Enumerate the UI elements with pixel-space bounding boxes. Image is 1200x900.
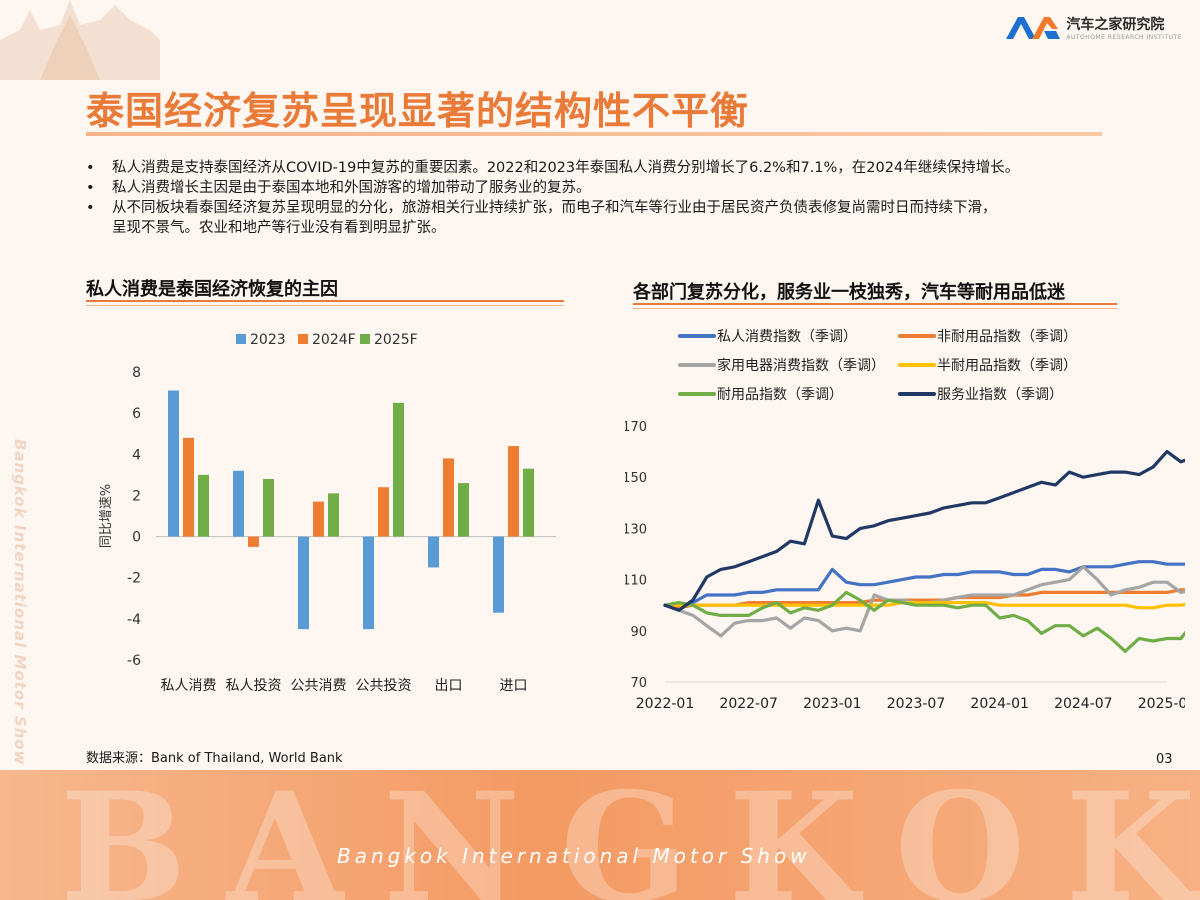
x-tick-label: 2024-01	[970, 696, 1029, 712]
bar	[233, 470, 244, 537]
legend-label: 私人消费指数（季调）	[717, 329, 857, 345]
legend-swatch	[360, 334, 370, 344]
temple-decoration	[0, 0, 160, 80]
legend-label: 服务业指数（季调）	[937, 387, 1063, 403]
data-source: 数据来源：Bank of Thailand, World Bank	[86, 751, 343, 766]
bar	[428, 536, 439, 568]
x-tick-label: 2023-01	[803, 696, 862, 712]
legend-swatch	[236, 334, 246, 344]
bar	[393, 402, 404, 537]
left-section-rule-thin	[86, 305, 564, 306]
x-tick-label: 2024-07	[1054, 696, 1113, 712]
y-tick-label: -6	[127, 653, 141, 669]
brand-logo: 汽车之家研究院 AUTOHOME RESEARCH INSTITUTE	[1004, 14, 1182, 41]
series-line	[663, 590, 1185, 653]
y-tick-label: -2	[127, 571, 141, 587]
bar	[363, 536, 374, 630]
bar	[523, 468, 534, 537]
legend-label: 半耐用品指数（季调）	[937, 358, 1077, 374]
bar	[263, 478, 274, 537]
y-tick-label: 2	[132, 488, 141, 504]
y-tick-label: 110	[625, 574, 647, 589]
y-tick-label: 4	[132, 447, 141, 463]
bullet-continuation: 呈现不景气。农业和地产等行业没有看到明显扩张。	[112, 220, 446, 236]
bar	[183, 437, 194, 537]
bar	[443, 458, 454, 537]
x-tick-label: 2022-01	[636, 696, 695, 712]
legend-swatch	[298, 334, 308, 344]
logo-text: 汽车之家研究院	[1066, 17, 1165, 33]
x-tick-label: 2022-07	[719, 696, 778, 712]
right-section-rule-thin	[633, 308, 1117, 309]
bullet-item: 从不同板块看泰国经济复苏呈现明显的分化，旅游相关行业持续扩张，而电子和汽车等行业…	[86, 198, 1166, 218]
bar	[378, 487, 389, 537]
legend-label: 2024F	[312, 332, 356, 348]
legend-label: 家用电器消费指数（季调）	[717, 357, 885, 374]
bar	[508, 446, 519, 537]
legend-label: 非耐用品指数（季调）	[937, 329, 1077, 345]
x-tick-label: 出口	[435, 678, 463, 694]
bar	[168, 390, 179, 537]
series-line	[663, 560, 1185, 610]
x-tick-label: 公共投资	[356, 678, 412, 694]
bar	[328, 493, 339, 537]
y-tick-label: 150	[625, 471, 647, 486]
y-tick-label: 6	[132, 406, 141, 422]
y-tick-label: 70	[630, 676, 647, 691]
x-tick-label: 私人投资	[226, 678, 282, 694]
title-underline	[86, 132, 1102, 136]
bullet-list: 私人消费是支持泰国经济从COVID-19中复苏的重要因素。2022和2023年泰…	[86, 158, 1166, 238]
bar	[313, 501, 324, 537]
line-chart: 私人消费指数（季调） 非耐用品指数（季调） 家用电器消费指数（季调） 半耐用品指数（季…	[625, 329, 1185, 712]
footer-subtitle: Bangkok International Motor Show	[337, 844, 811, 868]
y-tick-label: 130	[625, 522, 647, 537]
page-title: 泰国经济复苏呈现显著的结构性不平衡	[86, 89, 750, 133]
x-tick-label: 进口	[500, 678, 528, 694]
page-number: 03	[1156, 752, 1173, 767]
bar	[248, 536, 259, 547]
left-section-title: 私人消费是泰国经济恢复的主因	[86, 279, 338, 300]
legend-label: 耐用品指数（季调）	[717, 387, 843, 403]
series-line	[663, 450, 1185, 612]
y-tick-label: 8	[132, 365, 141, 381]
bar	[458, 483, 469, 537]
y-tick-label: 170	[625, 420, 647, 435]
bullet-item: 私人消费增长主因是由于泰国本地和外国游客的增加带动了服务业的复苏。	[86, 178, 1166, 198]
x-tick-label: 公共消费	[291, 678, 347, 694]
logo-mark-icon	[1006, 16, 1061, 39]
bar-legend: 2023 2024F 2025F	[236, 332, 418, 348]
legend-label: 2023	[250, 332, 286, 348]
right-section-rule	[633, 303, 1117, 305]
x-tick-label: 2025-01	[1138, 696, 1185, 712]
y-tick-label: -4	[127, 612, 141, 628]
right-section-title: 各部门复苏分化，服务业一枝独秀，汽车等耐用品低迷	[633, 282, 1065, 303]
legend-label: 2025F	[374, 332, 418, 348]
y-tick-label: 0	[132, 530, 141, 546]
x-tick-label: 私人消费	[161, 678, 217, 694]
footer-banner: BANGKOK Bangkok International Motor Show	[0, 770, 1200, 900]
bar	[493, 536, 504, 613]
x-tick-label: 2023-07	[887, 696, 946, 712]
left-section-rule	[86, 300, 564, 302]
series-line	[663, 588, 1185, 610]
series-line	[663, 601, 1185, 610]
y-axis-label: 同比增速%	[99, 484, 114, 548]
y-tick-label: 90	[630, 625, 647, 640]
line-legend: 私人消费指数（季调） 非耐用品指数（季调） 家用电器消费指数（季调） 半耐用品指数（季…	[678, 329, 1077, 403]
bar	[198, 474, 209, 537]
bullet-item: 私人消费是支持泰国经济从COVID-19中复苏的重要因素。2022和2023年泰…	[86, 158, 1166, 178]
bar	[298, 536, 309, 630]
side-watermark: Bangkok International Motor Show	[11, 439, 29, 766]
footer-big-text: BANGKOK	[60, 770, 1200, 900]
logo-subtext: AUTOHOME RESEARCH INSTITUTE	[1066, 34, 1182, 41]
